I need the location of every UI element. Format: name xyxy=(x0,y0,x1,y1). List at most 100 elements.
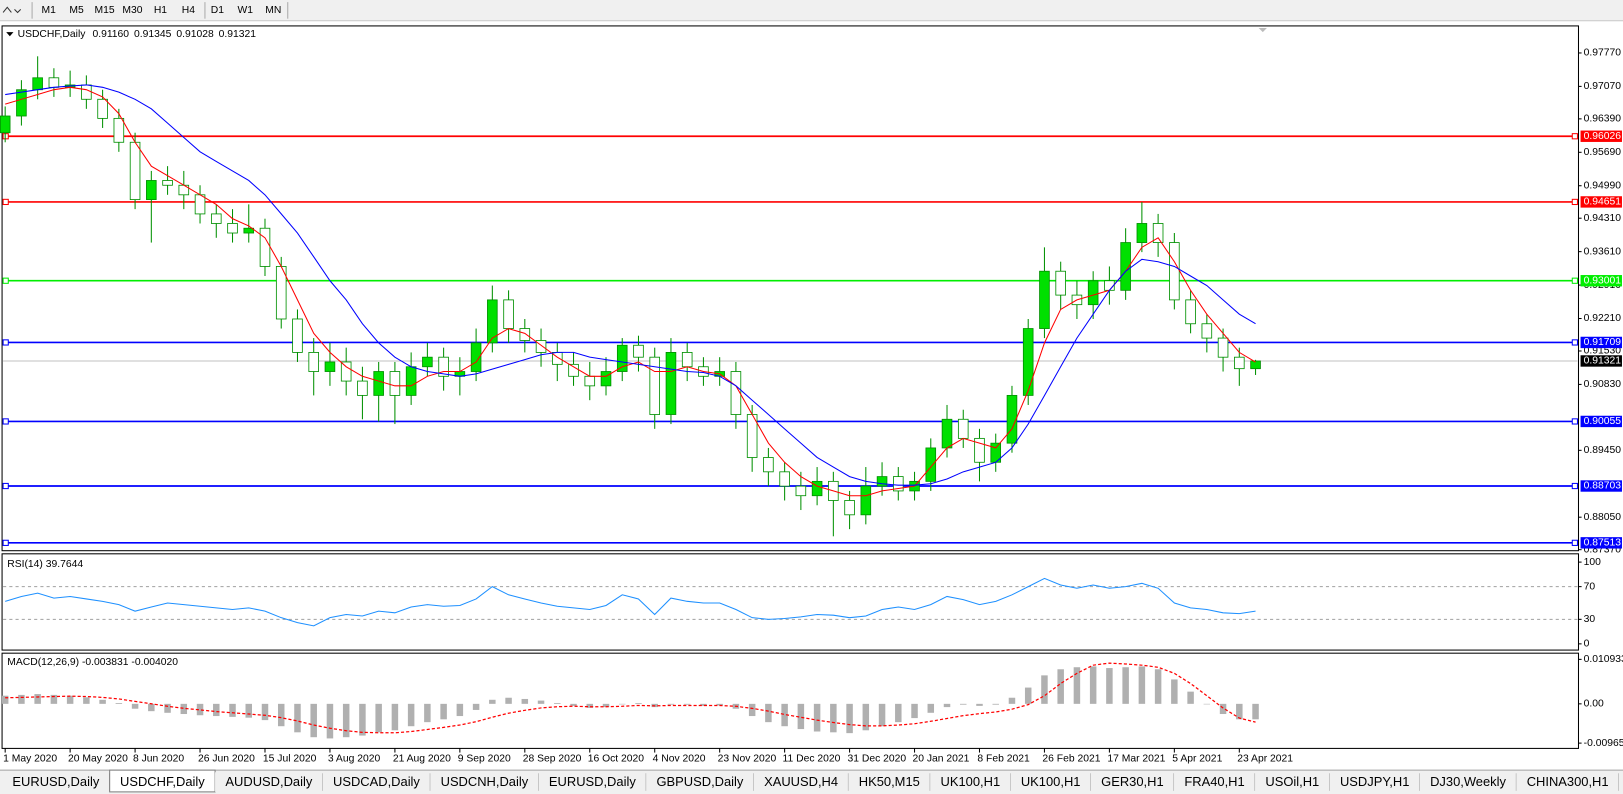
tab-label[interactable]: USOil,H1 xyxy=(1265,774,1319,789)
tab[interactable] xyxy=(1419,772,1517,792)
tab[interactable] xyxy=(848,772,931,792)
quote-close: 0.91321 xyxy=(219,29,257,40)
candle-body xyxy=(487,299,498,344)
tab[interactable] xyxy=(1255,772,1330,792)
toolbar-icon[interactable] xyxy=(2,6,22,14)
level-label: 0.93001 xyxy=(1584,275,1622,286)
tab[interactable] xyxy=(430,772,539,792)
timeframe-button[interactable]: H4 xyxy=(182,5,195,16)
tab-label[interactable]: AUDUSD,Daily xyxy=(225,774,312,789)
y-tick-label: 0.97070 xyxy=(1584,81,1622,92)
x-tick-label: 4 Nov 2020 xyxy=(653,753,706,764)
tab-label[interactable]: GBPUSD,Daily xyxy=(657,774,744,789)
shift-marker xyxy=(1258,27,1267,33)
candle-body xyxy=(292,318,303,353)
tab[interactable] xyxy=(1516,772,1619,792)
macd-bar xyxy=(456,703,464,717)
timeframe-button[interactable]: M1 xyxy=(41,5,56,16)
candle-body xyxy=(1201,323,1213,339)
macd-bar xyxy=(148,703,155,712)
timeframe-button[interactable]: H1 xyxy=(154,5,167,16)
x-tick-label: 21 Aug 2020 xyxy=(393,753,451,764)
timeframe-button[interactable]: M30 xyxy=(122,5,142,16)
macd-bar xyxy=(1041,675,1048,704)
current-price-box xyxy=(1580,355,1622,367)
x-tick-label: 1 May 2020 xyxy=(3,753,57,764)
tab[interactable] xyxy=(753,772,849,792)
tab[interactable] xyxy=(1329,772,1420,792)
y-tick-label: 0.87370 xyxy=(1584,544,1622,555)
macd-bar xyxy=(618,703,626,705)
tab-label[interactable]: USDCNH,Daily xyxy=(441,774,529,789)
macd-bar xyxy=(683,703,691,705)
chart-menu-arrow[interactable] xyxy=(6,32,14,37)
tab-label[interactable]: UK100,H1 xyxy=(941,774,1001,789)
candle-body xyxy=(1250,360,1261,370)
candle-body xyxy=(227,223,238,234)
tab-label[interactable]: CHINA300,H1 xyxy=(1527,774,1609,789)
tab-label[interactable]: USDJPY,H1 xyxy=(1340,774,1409,789)
macd-bar xyxy=(781,703,788,727)
tab-label[interactable]: GER30,H1 xyxy=(1101,774,1163,789)
quote-low: 0.91028 xyxy=(176,29,214,40)
macd-bar xyxy=(716,703,723,706)
tab[interactable] xyxy=(930,772,1011,792)
timeframe-button[interactable]: M15 xyxy=(94,5,114,16)
macd-panel xyxy=(1,652,1580,749)
macd-bar xyxy=(700,703,707,706)
y-tick-label: 0.89450 xyxy=(1584,445,1622,456)
quote-open: 0.91160 xyxy=(92,29,129,40)
macd-bar xyxy=(180,703,188,715)
tab[interactable] xyxy=(1090,772,1175,792)
tab[interactable] xyxy=(322,772,431,792)
macd-bar xyxy=(34,694,41,704)
timeframe-button[interactable]: W1 xyxy=(238,5,254,16)
tab-label[interactable]: USDCAD,Daily xyxy=(333,774,420,789)
tab[interactable] xyxy=(2,772,110,792)
tab-label[interactable]: FRA40,H1 xyxy=(1184,774,1244,789)
symbol: USDCHF,Daily xyxy=(18,29,87,40)
candle-body xyxy=(1039,270,1050,329)
x-tick-label: 8 Jun 2020 xyxy=(133,753,184,764)
candle-body xyxy=(81,84,92,100)
y-tick-label: 70 xyxy=(1584,581,1596,592)
tab-label[interactable]: USDCHF,Daily xyxy=(120,774,205,789)
macd-bar xyxy=(1024,687,1032,704)
level-label: 0.96026 xyxy=(1584,131,1622,142)
tab[interactable] xyxy=(1618,772,1623,792)
candle-body xyxy=(763,457,774,473)
tab-label[interactable]: EURUSD,Daily xyxy=(549,774,636,789)
y-tick-label: 0.95690 xyxy=(1584,147,1622,158)
macd-bar xyxy=(261,703,269,721)
candle-body xyxy=(259,227,271,267)
candle-body xyxy=(243,227,255,234)
tab-label[interactable]: EURUSD,Daily xyxy=(12,774,99,789)
level-anchor xyxy=(1571,277,1578,284)
y-tick-label: 0.90830 xyxy=(1584,379,1622,390)
macd-bar xyxy=(830,703,837,733)
tab[interactable] xyxy=(1010,772,1091,792)
tab-label[interactable]: HK50,M15 xyxy=(859,774,920,789)
macd-bar xyxy=(359,703,366,736)
tab[interactable] xyxy=(1174,772,1256,792)
x-tick-label: 28 Sep 2020 xyxy=(523,753,582,764)
tab-label[interactable]: XAUUSD,H4 xyxy=(764,774,838,789)
macd-bar xyxy=(407,703,415,727)
macd-bar xyxy=(1171,679,1178,704)
candle-body xyxy=(405,366,417,396)
macd-bar xyxy=(1008,697,1016,704)
rsi-panel xyxy=(1,553,1580,651)
macd-signal xyxy=(5,662,1256,734)
tab[interactable] xyxy=(646,772,754,792)
tab[interactable] xyxy=(538,772,647,792)
candle-body xyxy=(373,371,384,396)
candle-body xyxy=(665,352,677,415)
tab[interactable] xyxy=(215,772,323,792)
timeframe-button[interactable]: M5 xyxy=(69,5,84,16)
tab-label[interactable]: UK100,H1 xyxy=(1021,774,1081,789)
tab-label[interactable]: DJ30,Weekly xyxy=(1430,774,1506,789)
candle-body xyxy=(48,77,60,88)
level-label-box xyxy=(1580,537,1622,549)
timeframe-button[interactable]: MN xyxy=(265,5,281,16)
timeframe-button[interactable]: D1 xyxy=(211,5,224,16)
